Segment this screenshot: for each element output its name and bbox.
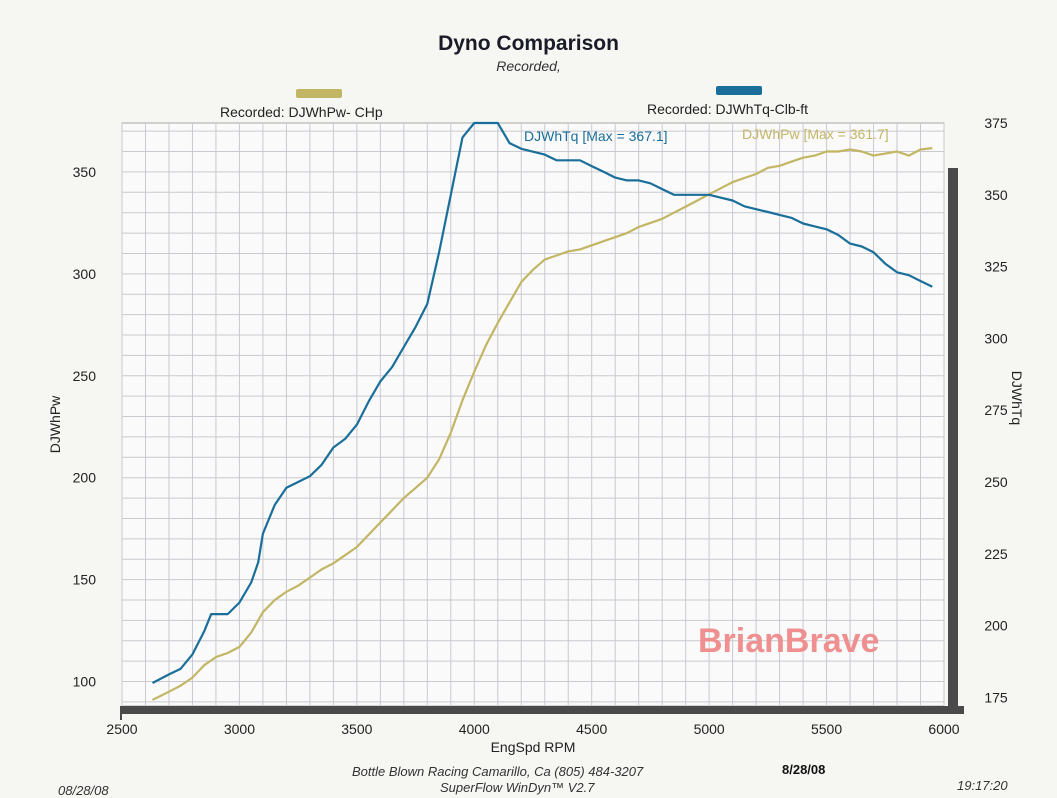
legend-label-power: Recorded: DJWhPw- CHp	[220, 104, 383, 120]
y-right-tick-label: 225	[984, 546, 1008, 562]
legend-swatch-power	[296, 89, 342, 98]
x-tick-label: 5000	[694, 721, 725, 737]
power-max-label: DJWhPw [Max = 361.7]	[742, 126, 889, 142]
watermark: BrianBrave	[698, 622, 880, 660]
y-left-tick-label: 250	[73, 368, 97, 384]
footer-software: SuperFlow WinDyn™ V2.7	[440, 780, 595, 795]
y-left-tick-label: 300	[73, 266, 97, 282]
chart-subtitle: Recorded,	[496, 58, 561, 74]
x-tick-label: 4500	[576, 721, 607, 737]
x-tick-label: 3500	[341, 721, 372, 737]
x-tick-label: 2500	[106, 721, 137, 737]
footer-company: Bottle Blown Racing Camarillo, Ca (805) …	[352, 764, 644, 779]
y-right-tick-label: 350	[984, 187, 1008, 203]
chart-title: Dyno Comparison	[438, 32, 619, 55]
y-left-tick-label: 350	[73, 164, 97, 180]
torque-max-label: DJWhTq [Max = 367.1]	[524, 128, 668, 144]
x-tick-label: 3000	[224, 721, 255, 737]
y-left-axis-label: DJWhPw	[47, 395, 63, 453]
y-right-axis-label: DJWhTq	[1009, 371, 1025, 425]
legend-label-torque: Recorded: DJWhTq-Clb-ft	[647, 101, 809, 117]
series-line-djwhpw	[152, 147, 933, 701]
x-axis-bar	[122, 706, 964, 714]
y-left-tick-label: 100	[73, 674, 97, 690]
y-right-tick-label: 275	[984, 402, 1008, 418]
y-right-tick-label: 175	[984, 689, 1008, 705]
y-left-tick-label: 150	[73, 572, 97, 588]
legend-swatch-torque	[716, 86, 762, 95]
y-left-tick-label: 200	[73, 470, 97, 486]
footer-date-bold: 8/28/08	[782, 762, 826, 777]
y-right-tick-label: 300	[984, 330, 1008, 346]
footer-time: 19:17:20	[957, 778, 1008, 793]
x-axis-bar-cap	[120, 706, 122, 720]
right-axis-bar	[948, 168, 958, 714]
plot-area	[121, 122, 945, 707]
series-line-djwhtq	[151, 121, 933, 684]
footer-date-left: 08/28/08	[58, 783, 109, 798]
y-right-tick-label: 200	[984, 618, 1008, 634]
x-tick-label: 4000	[459, 721, 490, 737]
y-right-tick-label: 250	[984, 474, 1008, 490]
y-right-tick-label: 325	[984, 259, 1008, 275]
x-tick-label: 5500	[811, 721, 842, 737]
x-axis-label: EngSpd RPM	[491, 739, 576, 755]
y-right-tick-label: 375	[984, 115, 1008, 131]
x-tick-label: 6000	[928, 721, 959, 737]
